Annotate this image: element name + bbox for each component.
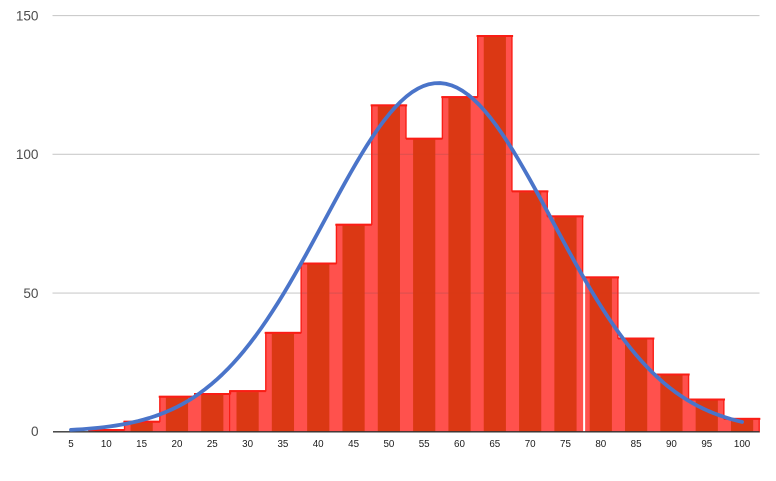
svg-text:10: 10 [101, 439, 112, 450]
svg-text:45: 45 [348, 439, 359, 450]
svg-text:75: 75 [560, 439, 571, 450]
svg-text:95: 95 [701, 439, 712, 450]
svg-text:30: 30 [242, 439, 253, 450]
svg-text:50: 50 [383, 439, 394, 450]
svg-text:60: 60 [454, 439, 465, 450]
svg-text:85: 85 [631, 439, 642, 450]
svg-text:25: 25 [207, 439, 218, 450]
svg-text:70: 70 [525, 439, 536, 450]
svg-text:65: 65 [489, 439, 500, 450]
svg-text:20: 20 [172, 439, 183, 450]
svg-text:35: 35 [277, 439, 288, 450]
svg-text:100: 100 [16, 147, 39, 162]
svg-text:50: 50 [23, 286, 39, 301]
svg-text:150: 150 [16, 8, 39, 23]
svg-text:5: 5 [68, 439, 74, 450]
svg-text:15: 15 [136, 439, 147, 450]
svg-text:40: 40 [313, 439, 324, 450]
svg-text:55: 55 [419, 439, 430, 450]
svg-text:80: 80 [595, 439, 606, 450]
svg-text:100: 100 [734, 439, 751, 450]
svg-text:0: 0 [31, 424, 39, 439]
svg-text:90: 90 [666, 439, 677, 450]
